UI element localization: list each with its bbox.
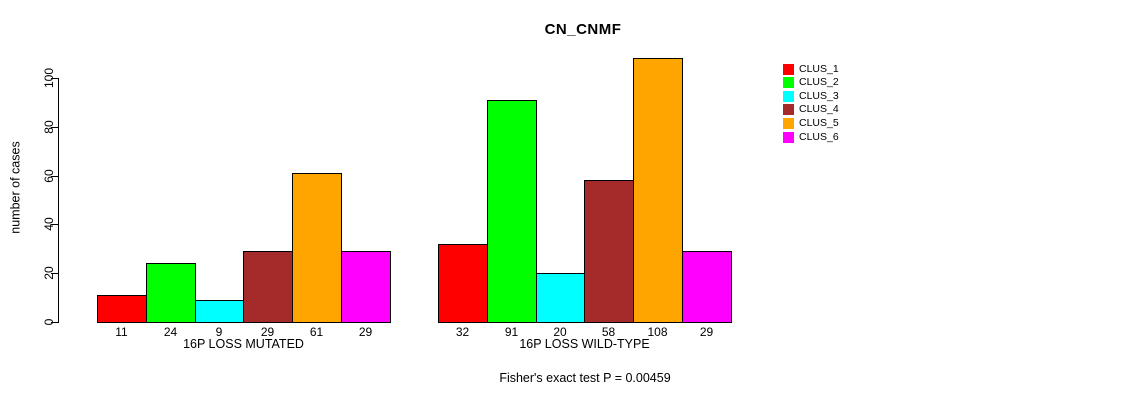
bar-clus-6-group-1 (682, 251, 732, 323)
y-axis-line (58, 78, 59, 323)
legend-label-clus-4: CLUS_4 (799, 103, 839, 115)
bar-value-label: 29 (260, 325, 275, 339)
group-label: 16P LOSS WILD-TYPE (519, 337, 650, 351)
y-axis-tick (51, 176, 59, 177)
bar-value-label: 58 (601, 325, 616, 339)
y-axis-tick (51, 127, 59, 128)
bar-clus-1-group-1 (438, 244, 488, 323)
bar-value-label: 29 (358, 325, 373, 339)
bar-clus-4-group-1 (584, 180, 634, 323)
bar-value-label: 108 (647, 325, 668, 339)
bar-clus-5-group-1 (633, 58, 683, 323)
bar-clus-6-group-0 (341, 251, 391, 323)
bar-clus-2-group-1 (487, 100, 537, 323)
fisher-test-caption: Fisher's exact test P = 0.00459 (499, 371, 671, 385)
legend-label-clus-1: CLUS_1 (799, 63, 839, 75)
bar-value-label: 91 (504, 325, 519, 339)
y-axis-tick (51, 273, 59, 274)
bar-value-label: 11 (115, 325, 128, 339)
bar-clus-5-group-0 (292, 173, 342, 323)
y-axis-tick (51, 322, 59, 323)
y-axis-tick (51, 78, 59, 79)
bar-value-label: 9 (215, 325, 223, 339)
legend-label-clus-2: CLUS_2 (799, 76, 839, 88)
legend-swatch-clus-6 (783, 132, 794, 143)
chart-title: CN_CNMF (544, 21, 622, 38)
legend-label-clus-6: CLUS_6 (799, 131, 839, 143)
bar-value-label: 24 (163, 325, 178, 339)
bar-value-label: 32 (455, 325, 470, 339)
legend-swatch-clus-2 (783, 77, 794, 88)
bar-clus-1-group-0 (97, 295, 147, 323)
legend-label-clus-3: CLUS_3 (799, 90, 839, 102)
bar-clus-2-group-0 (146, 263, 196, 323)
legend-swatch-clus-1 (783, 64, 794, 75)
legend-swatch-clus-4 (783, 104, 794, 115)
group-label: 16P LOSS MUTATED (183, 337, 304, 351)
bar-value-label: 61 (309, 325, 324, 339)
bar-value-label: 29 (699, 325, 714, 339)
bar-clus-3-group-1 (536, 273, 585, 323)
legend-swatch-clus-3 (783, 91, 794, 102)
legend-swatch-clus-5 (783, 118, 794, 129)
y-axis-tick (51, 224, 59, 225)
legend-label-clus-5: CLUS_5 (799, 117, 839, 129)
bar-value-label: 20 (553, 325, 567, 339)
